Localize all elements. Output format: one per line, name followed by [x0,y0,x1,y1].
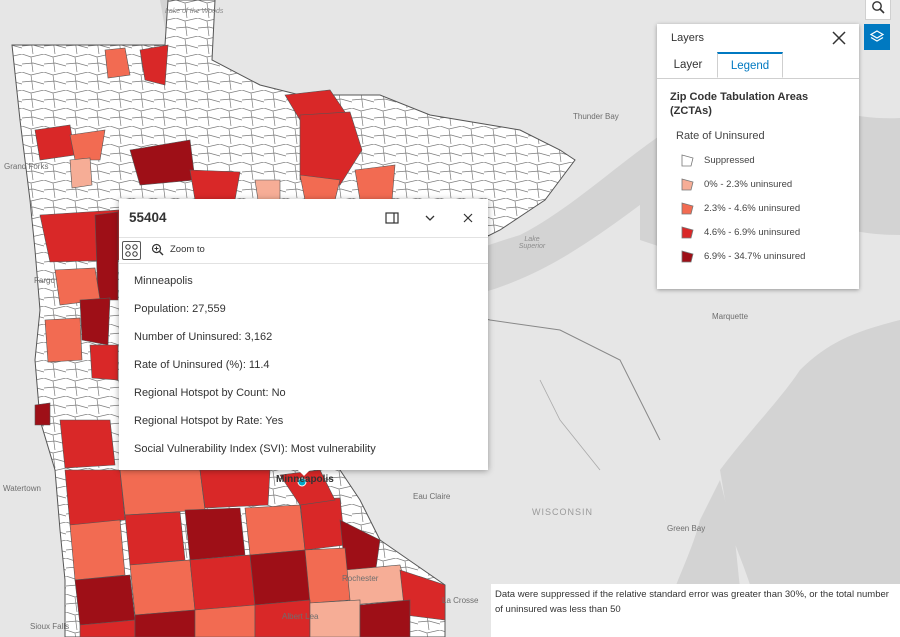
legend-swatch [681,249,694,262]
popup-pointer [297,469,311,476]
search-button[interactable] [865,0,891,20]
tab-legend[interactable]: Legend [717,52,783,78]
close-icon[interactable] [459,209,477,227]
legend-swatch [681,201,694,214]
map-label-minneapolis: Minneapolis [276,474,334,485]
map-label-rochester: Rochester [342,574,379,583]
popup-field-city: Minneapolis [134,275,193,287]
map-label-la-crosse: La Crosse [442,596,479,605]
feature-menu-icon [125,244,138,257]
popup-actions-bar: Zoom to [119,237,488,264]
map-label-grand-forks: Grand Forks [4,162,49,171]
dock-icon[interactable] [383,209,401,227]
map-label-fargo: Fargo [34,276,55,285]
tab-layer[interactable]: Layer [673,58,703,71]
legend-item: 2.3% - 4.6% uninsured [681,200,800,216]
map-label-sioux-falls: Sioux Falls [30,622,70,631]
legend-item: Suppressed [681,152,755,168]
legend-subtitle: Rate of Uninsured [676,130,765,142]
map-label-marquette: Marquette [712,312,749,321]
legend-swatch [681,153,694,166]
legend-label: Suppressed [704,154,755,166]
legend-swatch [681,177,694,190]
close-icon[interactable] [831,30,847,46]
zoom-in-icon [151,243,164,256]
zoom-to-label: Zoom to [170,244,205,255]
layers-panel: Layers Layer Legend Zip Code Tabulation … [657,24,859,289]
popup-field-population: Population: 27,559 [134,303,226,315]
layers-button[interactable] [864,24,890,50]
layers-panel-header: Layers [671,32,705,44]
legend-item: 0% - 2.3% uninsured [681,176,792,192]
legend-item: 6.9% - 34.7% uninsured [681,248,805,264]
uninsured-rate-patches [34,44,446,637]
map-footnote: Data were suppressed if the relative sta… [491,584,900,637]
legend-label: 4.6% - 6.9% uninsured [704,226,801,238]
lake-michigan-water [720,320,900,637]
popup-field-svi: Social Vulnerability Index (SVI): Most v… [134,443,376,455]
map-label-lake-of-the-woods: Lake of the Woods [165,8,224,15]
map-label-lake-superior: Lake Superior [518,236,546,250]
popup-title: 55404 [129,210,167,225]
popup-field-uninsured-count: Number of Uninsured: 3,162 [134,331,273,343]
zoom-to-button[interactable]: Zoom to [151,243,205,256]
map-label-eau-claire: Eau Claire [413,492,451,501]
popup-field-uninsured-rate: Rate of Uninsured (%): 11.4 [134,359,270,371]
feature-popup: 55404 Zoom to Minneapol [119,199,488,476]
map-label-albert-lea: Albert Lea [282,612,319,621]
chevron-down-icon[interactable] [421,209,439,227]
selected-feature-marker [297,477,307,487]
search-icon [872,1,885,14]
feature-menu-button[interactable] [122,241,141,260]
legend-swatch [681,225,694,238]
legend-item: 4.6% - 6.9% uninsured [681,224,800,240]
layers-panel-tabs: Layer Legend [657,52,859,79]
legend-label: 2.3% - 4.6% uninsured [704,202,801,214]
map-label-thunder-bay: Thunder Bay [573,112,619,121]
popup-field-hotspot-count: Regional Hotspot by Count: No [134,387,286,399]
legend-label: 0% - 2.3% uninsured [704,178,793,190]
map-label-wisconsin: WISCONSIN [532,507,594,517]
legend-title: Zip Code Tabulation Areas (ZCTAs) [670,91,809,117]
legend-label: 6.9% - 34.7% uninsured [704,250,806,262]
layers-icon [869,30,885,42]
popup-field-hotspot-rate: Regional Hotspot by Rate: Yes [134,415,284,427]
map-label-green-bay: Green Bay [667,524,706,533]
map-label-watertown: Watertown [3,484,41,493]
